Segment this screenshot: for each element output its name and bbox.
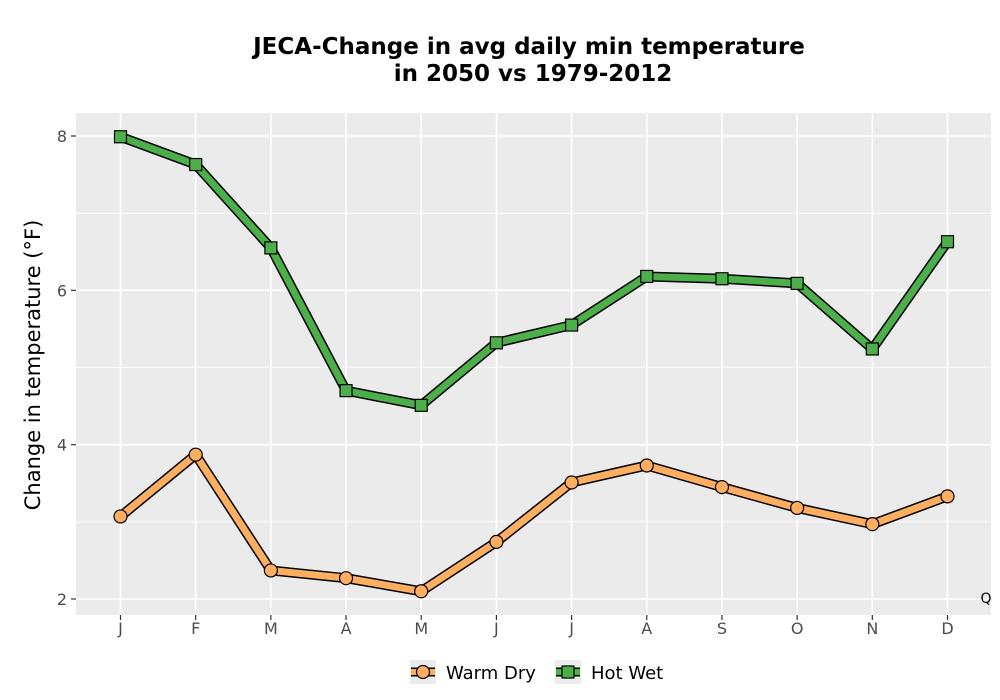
data-point — [865, 342, 879, 356]
series-line — [117, 451, 951, 595]
legend: Warm Dry Hot Wet — [410, 660, 663, 684]
chart-title-line2: in 2050 vs 1979-2012 — [394, 61, 673, 87]
data-point — [339, 384, 353, 398]
data-point — [790, 276, 804, 290]
series-layer — [113, 130, 955, 599]
data-point — [564, 318, 579, 332]
x-tick-label: J — [493, 619, 499, 638]
x-tick-label: J — [117, 619, 123, 638]
y-tick-label: 6 — [57, 281, 67, 300]
x-tick-label: M — [264, 619, 278, 638]
x-tick-label: M — [414, 619, 428, 638]
legend-key-marker — [415, 664, 431, 680]
series-1 — [113, 447, 955, 599]
data-point — [640, 269, 654, 284]
corner-note: Q — [980, 591, 991, 607]
x-tick-label: J — [568, 619, 574, 638]
data-point — [715, 272, 729, 286]
y-tick-label: 4 — [57, 436, 67, 455]
y-axis-title: Change in temperature (°F) — [21, 220, 45, 511]
x-tick-label: O — [791, 619, 804, 638]
data-point — [489, 336, 504, 350]
y-axis: 2 4 6 8 — [57, 127, 76, 609]
x-tick-label: F — [191, 619, 200, 638]
series-2 — [113, 130, 955, 412]
data-point — [414, 584, 429, 599]
data-point — [489, 534, 504, 549]
legend-item-1: Warm Dry — [410, 660, 536, 684]
data-point — [940, 489, 955, 504]
data-point — [264, 241, 278, 255]
data-point — [263, 563, 278, 578]
x-tick-label: S — [717, 619, 727, 638]
chart-title-line1: JECA-Change in avg daily min temperature — [251, 34, 805, 60]
data-point — [639, 458, 654, 473]
legend-item-2: Hot Wet — [555, 660, 663, 684]
y-tick-label: 8 — [57, 127, 67, 146]
y-tick-label: 2 — [57, 590, 67, 609]
data-point — [714, 480, 730, 495]
data-point — [338, 571, 354, 586]
data-point — [564, 475, 579, 490]
x-tick-label: N — [866, 619, 878, 638]
data-point — [113, 509, 128, 524]
data-point — [189, 157, 203, 172]
legend-label: Warm Dry — [446, 663, 536, 684]
data-point — [414, 398, 428, 412]
grid-layer — [76, 113, 991, 615]
data-point — [865, 517, 880, 532]
x-tick-label: A — [341, 619, 352, 638]
x-tick-label: A — [641, 619, 652, 638]
data-point — [940, 235, 955, 249]
legend-label: Hot Wet — [591, 663, 663, 684]
data-point — [188, 447, 203, 462]
series-line — [117, 133, 951, 409]
data-point — [113, 130, 128, 144]
x-tick-label: D — [941, 619, 953, 638]
legend-key-marker — [561, 665, 575, 679]
data-point — [790, 500, 805, 516]
